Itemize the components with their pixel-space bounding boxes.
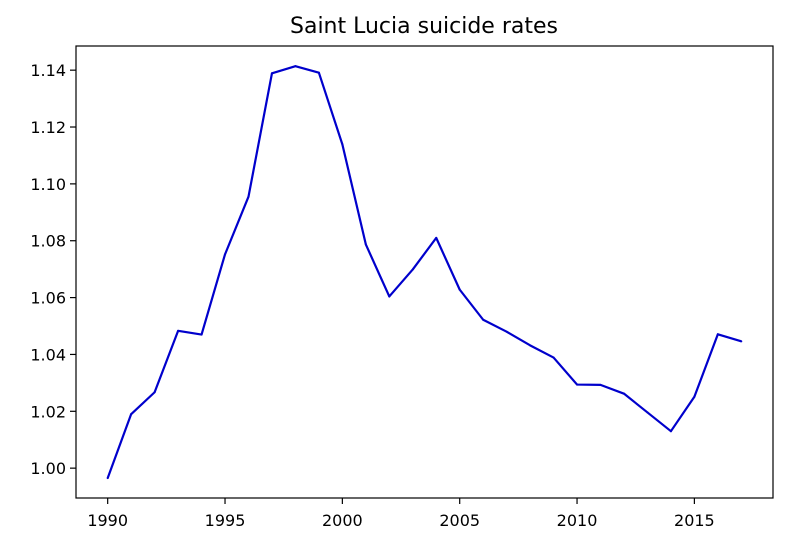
data-point [270,72,273,75]
data-point [716,333,719,336]
x-tick-label: 2010 [557,511,598,530]
data-point [200,333,203,336]
series-line [106,65,742,479]
x-tick-label: 2015 [674,511,715,530]
y-axis: 1.00 1.02 1.04 1.06 1.08 1.10 1.12 1.14 [30,61,76,478]
data-point [247,195,250,198]
data-point [576,383,579,386]
x-axis: 1990 1995 2000 2005 2010 2015 [87,498,715,530]
x-tick-label: 1995 [205,511,246,530]
y-tick-label: 1.10 [30,175,66,194]
data-point [669,430,672,433]
data-point [106,477,109,480]
plot-area [106,65,743,480]
x-tick-label: 1990 [87,511,128,530]
data-point [317,71,320,74]
data-point [552,356,555,359]
y-tick-label: 1.00 [30,459,66,478]
data-point [693,395,696,398]
y-tick-label: 1.06 [30,289,66,308]
data-point [740,340,743,343]
data-point [294,65,297,68]
data-point [435,236,438,239]
data-point [529,344,532,347]
y-tick-label: 1.04 [30,345,66,364]
data-point [646,411,649,414]
y-tick-label: 1.14 [30,61,66,80]
data-point [177,329,180,332]
data-point [341,143,344,146]
x-tick-label: 2005 [439,511,480,530]
data-point [130,413,133,416]
data-point [505,330,508,333]
y-tick-label: 1.08 [30,232,66,251]
data-point [364,243,367,246]
data-point [388,295,391,298]
plot-frame [75,45,774,499]
data-point [153,391,156,394]
x-tick-label: 2000 [322,511,363,530]
data-point [224,253,227,256]
data-point [599,383,602,386]
data-point [622,392,625,395]
data-point [482,318,485,321]
y-tick-label: 1.02 [30,402,66,421]
chart-title: Saint Lucia suicide rates [290,14,558,39]
data-point [411,268,414,271]
y-tick-label: 1.12 [30,118,66,137]
data-point [458,288,461,291]
